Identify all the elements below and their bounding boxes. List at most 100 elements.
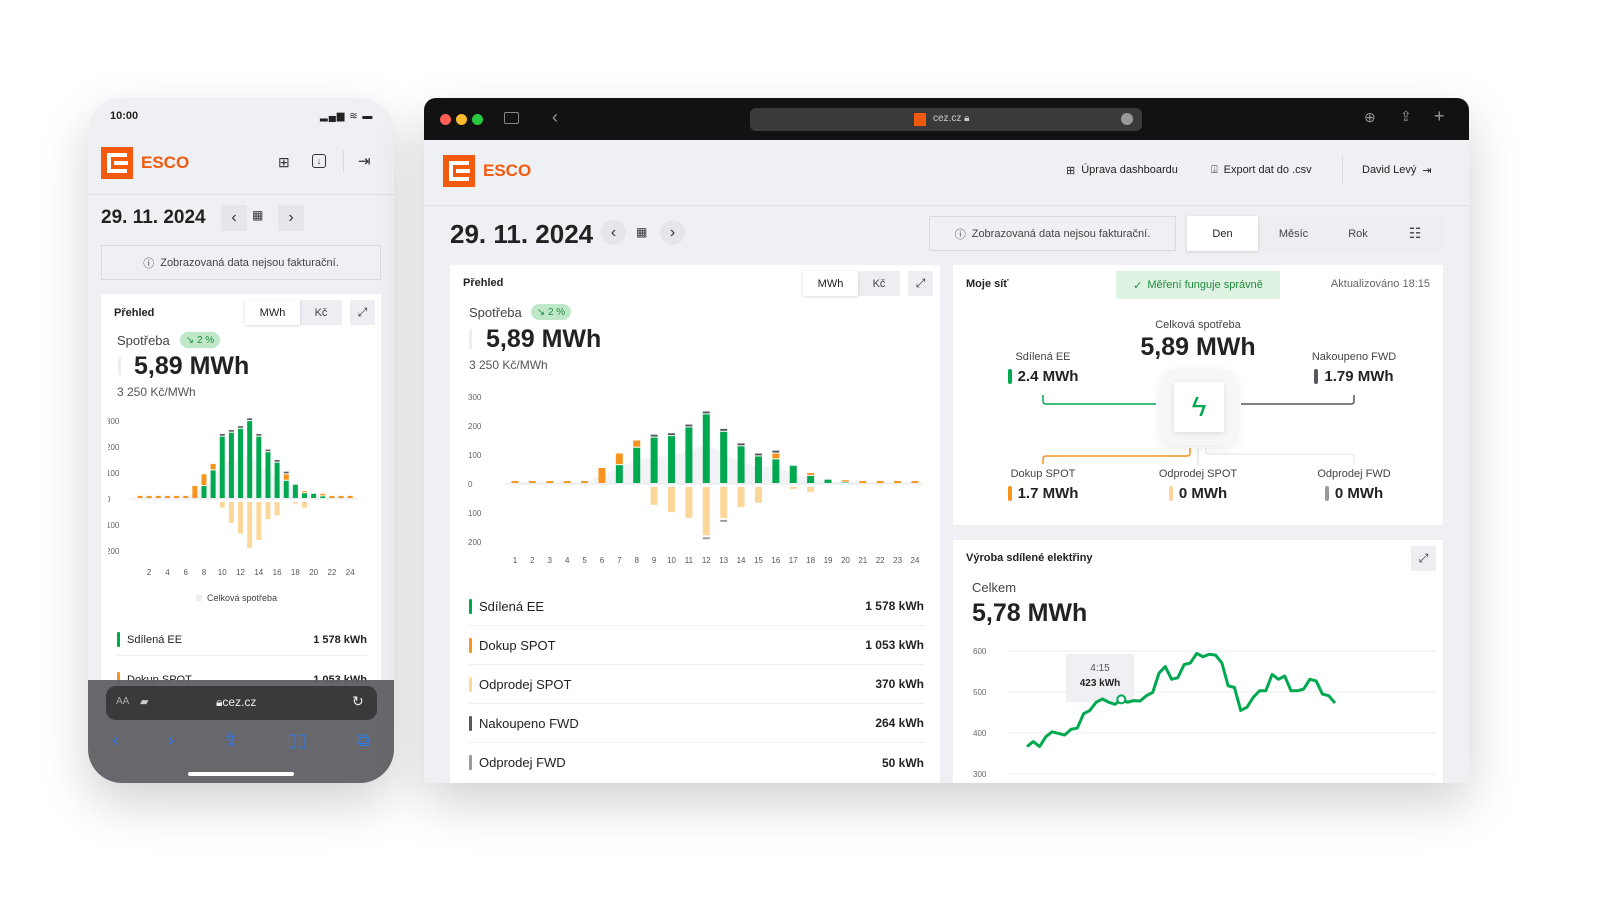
check-circle-icon: ✓ [1133,279,1143,292]
metric-label: Spotřeba [469,305,522,320]
network-card: Moje síť ✓ Měření funguje správně Aktuali… [953,265,1443,525]
x-tick-label: 8 [202,568,207,577]
expand-icon[interactable]: ⤢ [350,300,375,325]
expand-icon[interactable]: ⤢ [908,271,933,296]
bookmarks-icon[interactable]: ▯▯ [287,730,308,750]
x-tick-label: 19 [824,556,833,565]
x-tick-label: 8 [635,556,640,565]
logout-icon[interactable]: ⇥ [358,153,371,170]
divider [424,205,1469,206]
share-icon[interactable]: ⇪ [1400,108,1412,124]
bar-shared [302,493,308,498]
row-label: Odprodej SPOT [479,676,572,692]
address-bar[interactable]: cez.cz 🔒︎ [750,108,1142,131]
y-tick-label: 100 [468,509,482,518]
metric-label: Spotřeba [117,333,170,348]
unit-mwh[interactable]: MWh [245,300,300,325]
status-time: 10:00 [110,110,139,122]
color-swatch [1007,486,1012,501]
new-tab-icon[interactable]: + [1434,106,1445,126]
more-icon[interactable] [1121,113,1133,125]
maximize-window-button[interactable] [472,114,483,125]
filter-settings-icon[interactable]: ☷ [1408,225,1422,241]
row-value: 50 kWh [881,755,924,770]
divider [1342,156,1343,184]
x-tick-label: 11 [685,556,694,565]
next-day-button[interactable]: › [278,205,304,231]
mobile-device: 10:00 ▂▄▆ ≋ ▬ ESCO ⊞ ↓ ⇥ 29. 11. 2024 ‹ … [88,98,394,783]
logout-icon[interactable]: ⇥ [1422,165,1432,177]
bar-dokup [146,495,152,498]
bar-fwd [650,434,658,437]
calendar-icon[interactable]: ▦ [636,225,648,239]
tabs-icon[interactable]: ⧉ [356,730,370,750]
bar-odprodej_spot [737,487,745,507]
y-tick-label: 200 [468,422,482,431]
calendar-icon[interactable]: ▦ [252,208,264,222]
x-tick-label: 22 [876,556,885,565]
text-size-button[interactable]: AA [116,696,130,707]
color-swatch [1007,369,1012,384]
esco-logo[interactable] [443,155,475,187]
x-tick-label: 15 [754,556,763,565]
expand-icon[interactable]: ⤢ [1411,546,1436,571]
x-tick-label: 14 [254,568,263,577]
bar-shared [311,493,317,498]
unit-kc[interactable]: Kč [872,277,886,290]
x-tick-label: 5 [582,556,587,565]
bar-dokup [155,495,161,498]
bar-odprodej_spot [650,487,658,505]
unit-kc[interactable]: Kč [314,306,328,319]
home-indicator [188,772,294,776]
row-value: 1 578 kWh [313,633,367,646]
node-label: Nakoupeno FWD [1311,351,1397,363]
prev-day-button[interactable]: ‹ [601,220,626,245]
minimize-window-button[interactable] [456,114,467,125]
bar-dokup [283,474,289,480]
dashboard-edit-icon[interactable]: ⊞ [278,154,290,170]
x-tick-label: 4 [565,556,570,565]
next-day-button[interactable]: › [660,220,685,245]
bar-shared [201,486,207,498]
prev-day-button[interactable]: ‹ [221,205,247,231]
bar-odprodej_fwd [720,519,728,522]
bar-odprodej_spot [720,487,728,518]
edit-dashboard-link[interactable]: ⊞ Úprava dashboardu [1066,164,1178,177]
x-tick-label: 22 [327,568,336,577]
y-tick-label: 200 [108,443,120,452]
forward-icon[interactable]: › [167,730,174,750]
share-icon[interactable]: ⇪ [223,730,239,750]
tooltip-value: 423 kWh [1079,678,1121,689]
x-tick-label: 1 [513,556,518,565]
reload-icon[interactable]: ↻ [352,693,364,709]
unit-mwh[interactable]: MWh [803,271,858,296]
card-title: Přehled [463,277,504,289]
extension-icon[interactable]: ▰ [140,696,149,708]
address-bar[interactable]: AA ▰ 🔒︎cez.cz ↻ [106,686,377,720]
x-tick-label: 23 [893,556,902,565]
bar-dokup [807,472,815,475]
brand-name: ESCO [141,153,190,172]
color-swatch [469,676,472,692]
site-favicon [914,113,926,126]
back-icon[interactable]: ‹ [112,730,119,750]
color-swatch [1324,486,1329,501]
x-tick-label: 7 [617,556,622,565]
bar-shared [228,432,234,498]
tab-mesic[interactable]: Měsíc [1278,227,1309,240]
back-icon[interactable]: ‹ [552,107,558,127]
download-icon[interactable]: ↓ [312,154,326,168]
user-menu[interactable]: David Levý ⇥ [1362,164,1432,177]
row-label: Dokup SPOT [479,637,556,653]
esco-logo[interactable] [101,147,133,179]
tab-rok[interactable]: Rok [1348,227,1368,240]
bar-fwd [247,418,253,420]
bar-shared [754,456,762,483]
export-csv-link[interactable]: ⍗ Export dat do .csv [1211,164,1312,176]
sidebar-icon[interactable] [504,112,519,124]
downloads-icon[interactable]: ⊕ [1364,109,1376,125]
close-window-button[interactable] [440,114,451,125]
tooltip-time: 4:15 [1090,663,1110,674]
tab-den[interactable]: Den [1187,216,1258,251]
list-item: Odprodej SPOT 370 kWh [469,665,924,704]
